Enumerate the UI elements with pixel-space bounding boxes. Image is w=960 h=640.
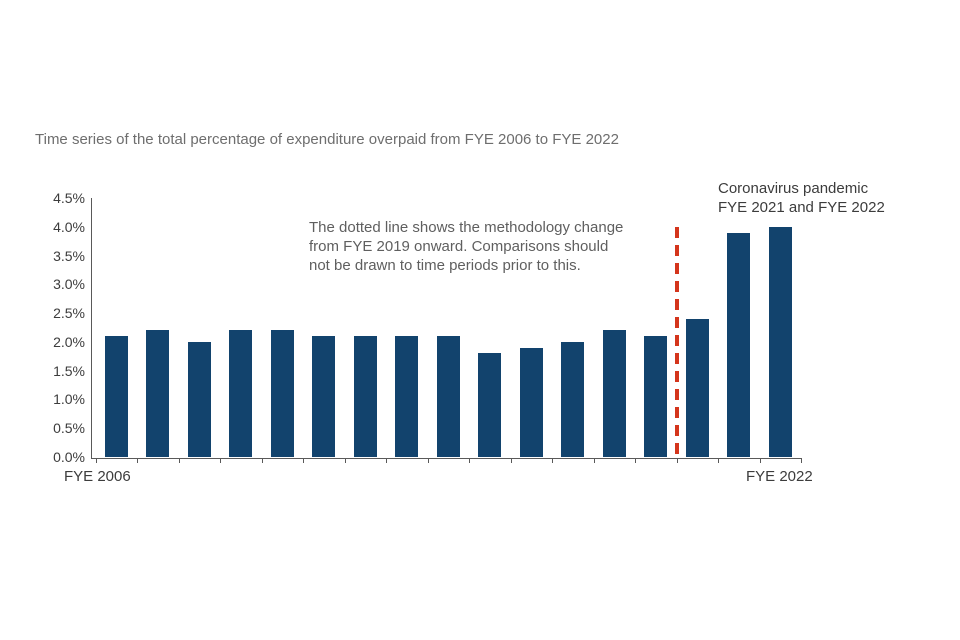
x-axis-tick [552, 459, 553, 463]
x-axis-tick [510, 459, 512, 463]
x-axis-tick [759, 459, 761, 463]
bar-fye-2014 [436, 336, 460, 457]
bar-fye-2007 [146, 330, 170, 457]
bar-fye-2020 [685, 318, 709, 457]
x-axis-tick [261, 459, 263, 463]
bar-fye-2006 [104, 336, 128, 457]
x-axis-tick [427, 459, 429, 463]
bar-fye-2022 [768, 226, 792, 457]
x-axis-tick [220, 459, 221, 463]
bar-fye-2010 [270, 330, 294, 457]
y-axis-labels: 4.5% 4.0% 3.5% 3.0% 2.5% 2.0% 1.5% 1.0% 0.5% 0.0% [35, 190, 85, 465]
x-axis-tick [635, 459, 636, 463]
x-axis-tick [344, 459, 346, 463]
y-axis-line [91, 198, 92, 459]
x-axis-tick [801, 459, 802, 463]
x-axis-label-end: FYE 2022 [746, 468, 813, 485]
bar-fye-2015 [478, 353, 502, 457]
bar-fye-2012 [353, 336, 377, 457]
x-axis-tick [469, 459, 470, 463]
y-axis-tick-label: 4.0% [53, 218, 85, 235]
y-axis-tick-label: 0.5% [53, 420, 85, 437]
y-axis-tick-label: 2.0% [53, 333, 85, 350]
methodology-annotation: The dotted line shows the methodology ch… [309, 219, 624, 274]
x-axis-tick [95, 459, 97, 463]
y-axis-tick-label: 3.5% [53, 247, 85, 264]
y-axis-tick-label: 1.5% [53, 362, 85, 379]
y-axis-tick-label: 0.0% [53, 449, 85, 465]
bar-fye-2019 [644, 336, 668, 457]
bar-fye-2008 [187, 341, 211, 457]
x-axis-tick [303, 459, 304, 463]
bar-fye-2017 [561, 341, 585, 457]
y-axis-tick-label: 3.0% [53, 276, 85, 293]
x-axis-tick [386, 459, 387, 463]
bar-fye-2011 [312, 336, 336, 457]
x-axis-tick [676, 459, 678, 463]
bar-fye-2018 [602, 330, 626, 457]
x-axis-tick [178, 459, 180, 463]
bar-fye-2013 [395, 336, 419, 457]
chart-title: Time series of the total percentage of e… [35, 131, 619, 148]
y-axis-tick-label: 1.0% [53, 391, 85, 408]
x-axis-tick [137, 459, 138, 463]
methodology-change-dashed-line [674, 227, 679, 458]
bar-fye-2009 [229, 330, 253, 457]
bar-fye-2016 [519, 347, 543, 457]
bar-fye-2021 [727, 232, 751, 457]
x-axis-label-start: FYE 2006 [64, 468, 131, 485]
x-axis-tick [593, 459, 595, 463]
plot-area: 4.5% 4.0% 3.5% 3.0% 2.5% 2.0% 1.5% 1.0% 0.5% 0.0%… [53, 190, 813, 485]
y-axis-tick-label: 2.5% [53, 305, 85, 322]
pandemic-annotation: Coronavirus pandemic FYE 2021 and FYE 20… [718, 180, 885, 216]
x-axis-line [91, 458, 802, 459]
x-axis-tick [718, 459, 719, 463]
y-axis-tick-label: 4.5% [53, 190, 85, 206]
